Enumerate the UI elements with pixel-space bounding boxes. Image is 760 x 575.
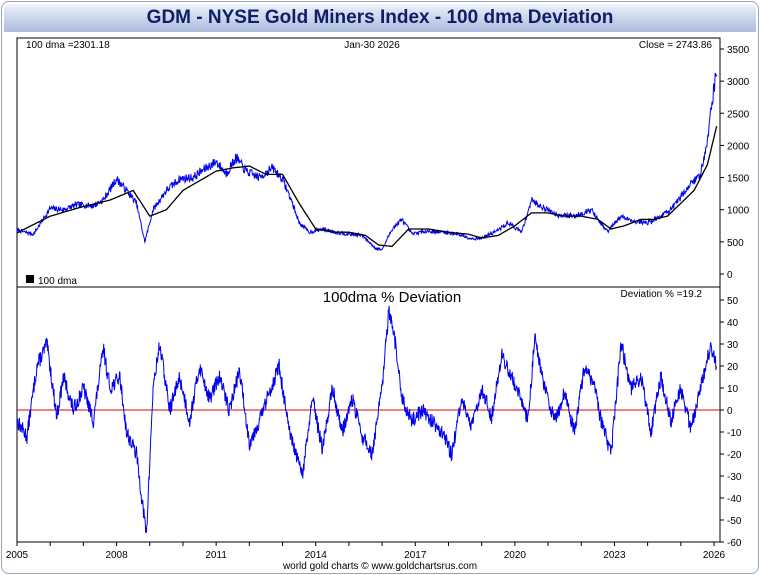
date-label: Jan-30 2026	[344, 40, 400, 51]
series-layer	[16, 72, 718, 533]
deviation-tick-label: 50	[727, 296, 739, 307]
deviation-tick-label: -30	[727, 472, 742, 483]
price-tick-label: 1500	[727, 174, 750, 185]
price-axis: 0 500 1000 1500 2000 2500 3000 3500	[720, 45, 750, 281]
deviation-tick-label: -50	[727, 516, 742, 527]
deviation-panel	[16, 286, 721, 543]
close-value-label: Close = 2743.86	[639, 40, 713, 51]
year-tick-label: 2008	[105, 550, 128, 561]
deviation-tick-label: -60	[727, 538, 742, 549]
deviation-tick-label: 20	[727, 362, 739, 373]
deviation-tick-label: -20	[727, 450, 742, 461]
price-tick-label: 500	[727, 238, 744, 249]
deviation-tick-label: -10	[727, 428, 742, 439]
dma-line	[16, 125, 718, 248]
legend-swatch	[26, 275, 34, 283]
price-tick-label: 0	[727, 270, 733, 281]
deviation-tick-label: 40	[727, 318, 739, 329]
price-line	[16, 72, 718, 252]
year-tick-label: 2026	[703, 550, 726, 561]
deviation-tick-label: 10	[727, 384, 739, 395]
legend-label: 100 dma	[38, 276, 77, 287]
year-tick-label: 2011	[205, 550, 227, 561]
deviation-tick-label: 0	[727, 406, 733, 417]
year-tick-label: 2023	[603, 550, 626, 561]
footer-credit: world gold charts © www.goldchartsrus.co…	[282, 561, 477, 572]
deviation-tick-label: -40	[727, 494, 742, 505]
price-tick-label: 1000	[727, 206, 750, 217]
year-axis: 2005 2008 2011 2014 2017 2020 2023 2026	[6, 542, 726, 561]
price-tick-label: 2500	[727, 109, 750, 120]
price-tick-label: 2000	[727, 141, 750, 152]
deviation-value-label: Deviation % =19.2	[621, 289, 703, 300]
deviation-axis: -60 -50 -40 -30 -20 -10 0 10 20 30 40 50	[720, 296, 742, 549]
price-tick-label: 3500	[727, 45, 750, 56]
price-panel	[16, 37, 721, 288]
chart-title: GDM - NYSE Gold Miners Index - 100 dma D…	[146, 7, 614, 28]
deviation-tick-label: 30	[727, 340, 739, 351]
year-tick-label: 2005	[6, 550, 29, 561]
deviation-title: 100dma % Deviation	[323, 289, 461, 306]
price-tick-label: 3000	[727, 77, 750, 88]
dma-value-label: 100 dma =2301.18	[26, 40, 110, 51]
year-tick-label: 2020	[504, 550, 527, 561]
deviation-line	[16, 305, 718, 533]
title-bar: GDM - NYSE Gold Miners Index - 100 dma D…	[4, 4, 756, 32]
year-tick-label: 2017	[404, 550, 427, 561]
year-tick-label: 2014	[305, 550, 328, 561]
